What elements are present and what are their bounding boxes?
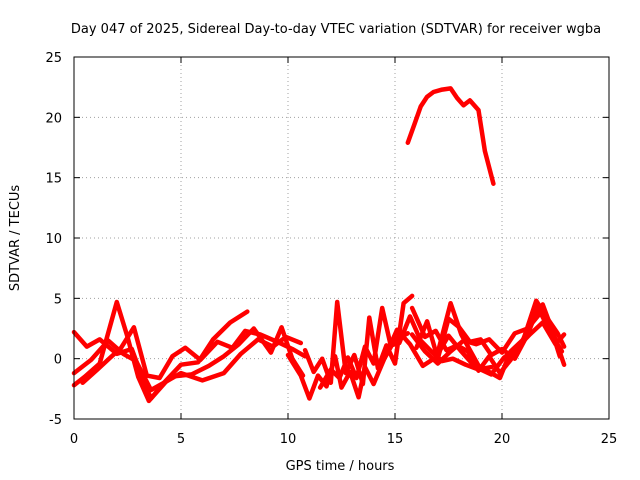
x-tick-label: 15	[387, 432, 404, 447]
series-sat-m	[405, 86, 496, 186]
chart-title: Day 047 of 2025, Sidereal Day-to-day VTE…	[71, 22, 601, 37]
series-sat-d	[80, 325, 308, 386]
y-tick-label: -5	[49, 413, 62, 428]
y-tick-label: 10	[45, 232, 62, 247]
series-layer	[71, 86, 567, 404]
series-sat-l	[435, 300, 567, 377]
y-tick-label: 20	[45, 111, 62, 126]
x-tick-label: 20	[494, 432, 511, 447]
x-tick-label: 5	[177, 432, 185, 447]
x-axis-label: GPS time / hours	[286, 459, 395, 474]
y-tick-label: 15	[45, 172, 62, 187]
series-sat-g	[317, 305, 494, 390]
ticks: 0 5 10 15 20 25 -5 0 5 10 15 20 25	[45, 51, 617, 447]
x-tick-label: 0	[70, 432, 78, 447]
x-tick-label: 25	[601, 432, 618, 447]
series-sat-e	[285, 331, 411, 401]
series-sat-c	[71, 334, 304, 393]
x-tick-label: 10	[280, 432, 297, 447]
y-tick-label: 25	[45, 51, 62, 66]
y-tick-label: 5	[54, 292, 62, 307]
y-axis-label: SDTVAR / TECUs	[8, 185, 23, 292]
y-tick-label: 0	[54, 353, 62, 368]
grid	[74, 57, 609, 419]
